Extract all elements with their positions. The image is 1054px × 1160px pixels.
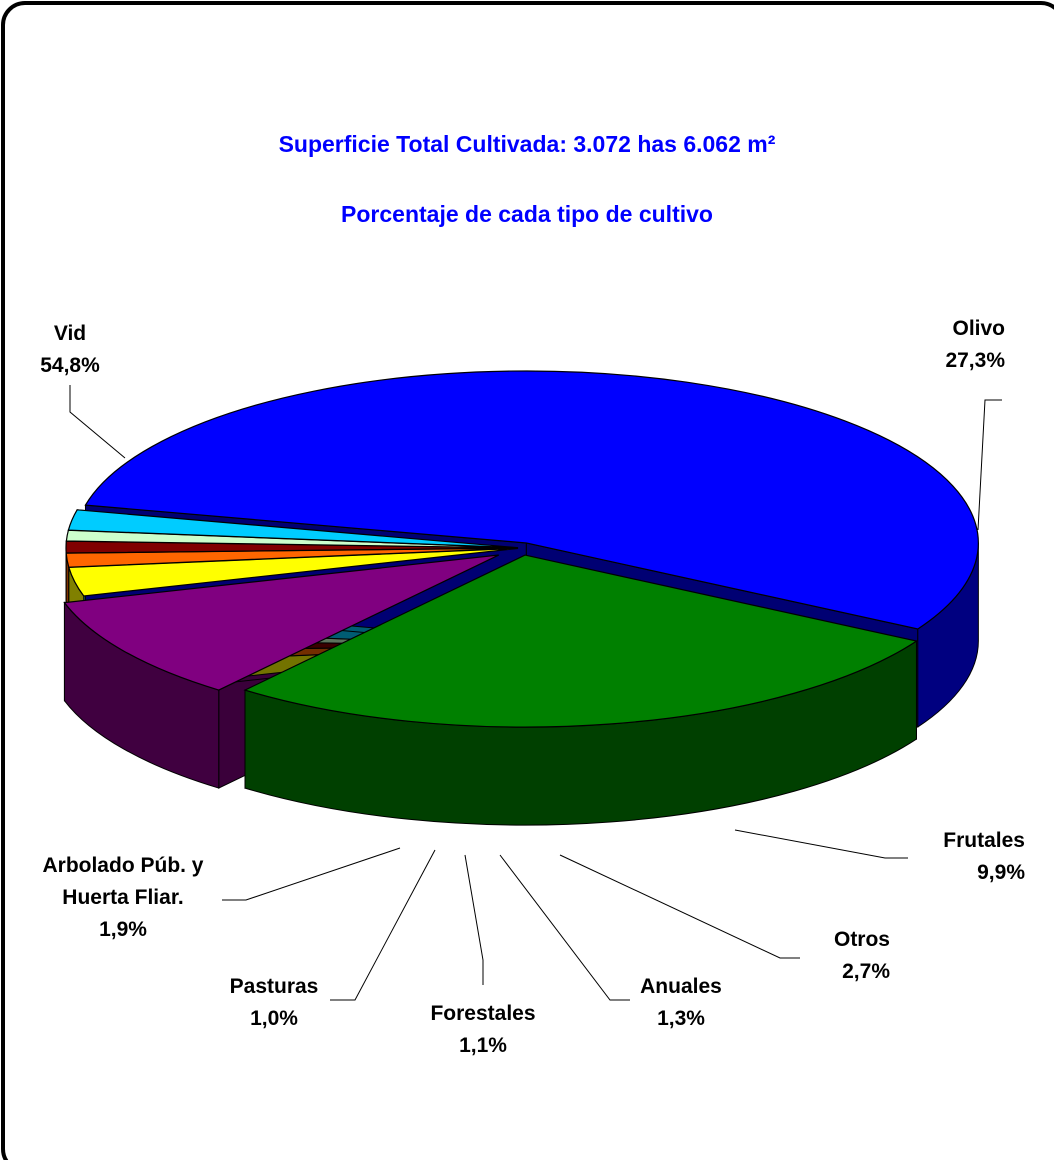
pie-slice	[243, 554, 918, 728]
pie-slice	[84, 370, 979, 630]
slice-value-label: 1,9%	[99, 918, 147, 941]
slices-layer	[63, 370, 979, 826]
slice-category-label: Huerta Fliar.	[62, 886, 183, 909]
leader-line	[464, 854, 484, 985]
slice-value-label: 1,0%	[250, 1007, 298, 1030]
slice-category-label: Olivo	[952, 317, 1005, 340]
leader-line	[69, 385, 126, 459]
leaders-layer	[69, 385, 1002, 1001]
slice-value-label: 27,3%	[945, 349, 1005, 372]
slice-category-label: Anuales	[640, 975, 722, 998]
pie-slice	[63, 554, 500, 691]
slice-category-label: Frutales	[943, 829, 1025, 852]
slice-category-label: Arbolado Púb. y	[42, 854, 203, 877]
labels-layer: Olivo 27,3% Frutales 9,9% Otros 2,7% Anuales 1,…	[40, 317, 1025, 1057]
slice-category-label: Forestales	[430, 1002, 535, 1025]
leader-line	[330, 849, 436, 1001]
chart-subtitle: Porcentaje de cada tipo de cultivo	[341, 201, 713, 227]
slice-value-label: 1,1%	[459, 1034, 507, 1057]
leader-line	[499, 854, 630, 1001]
slice-value-label: 1,3%	[657, 1007, 705, 1030]
leader-line	[977, 399, 1002, 531]
slice-value-label: 9,9%	[977, 861, 1025, 884]
slice-value-label: 54,8%	[40, 354, 100, 377]
slice-category-label: Pasturas	[230, 975, 319, 998]
leader-line	[734, 829, 908, 859]
chart-title: Superficie Total Cultivada: 3.072 has 6.…	[279, 131, 776, 157]
slice-value-label: 2,7%	[842, 960, 890, 983]
pie-slice	[67, 509, 519, 549]
leader-line	[559, 854, 800, 959]
leader-line	[222, 847, 401, 901]
slice-category-label: Otros	[834, 928, 890, 951]
slice-category-label: Vid	[54, 322, 86, 345]
